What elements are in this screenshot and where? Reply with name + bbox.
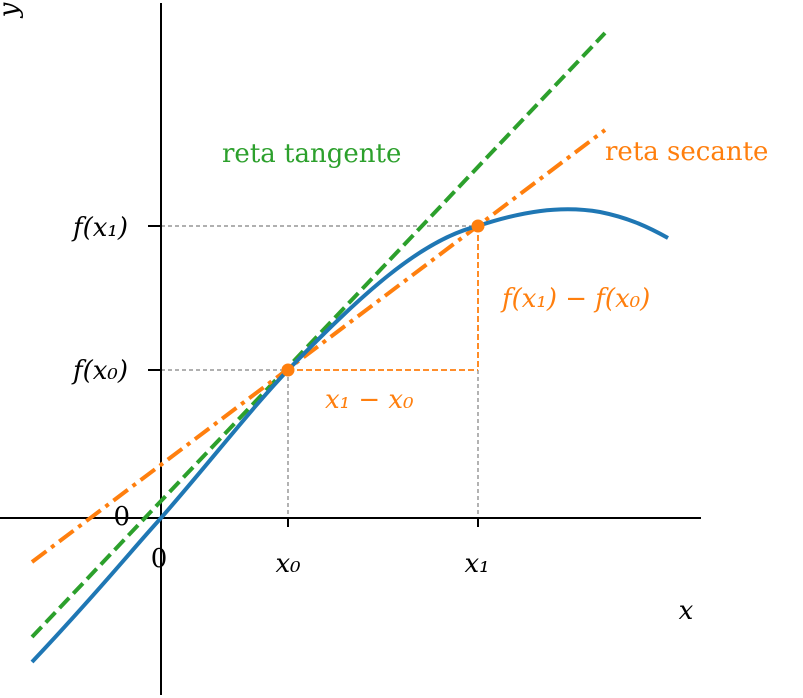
y-tick-label: f(x₀) (71, 356, 128, 386)
tangent-label: reta tangente (222, 139, 401, 169)
y-origin-label: 0 (113, 502, 130, 532)
function-curve (30, 207, 669, 664)
guide-lines (161, 225, 479, 518)
x-tick-label: x₀ (275, 549, 301, 579)
secant-label: reta secante (605, 137, 768, 167)
x-tick-label: x₁ (464, 549, 489, 579)
tangent-line (30, 31, 607, 639)
rise-label: f(x₁) − f(x₀) (500, 284, 650, 314)
run-label: x₁ − x₀ (325, 385, 414, 415)
secant-line (30, 128, 607, 564)
y-axis-label: y (0, 2, 24, 18)
x-axis-label: x (679, 596, 694, 626)
y-tick-label: f(x₁) (71, 213, 128, 243)
ticks (148, 225, 479, 527)
rise-run (288, 226, 479, 371)
point-x0 (281, 363, 295, 377)
x-origin-label: 0 (151, 544, 168, 574)
point-x1 (471, 219, 485, 233)
